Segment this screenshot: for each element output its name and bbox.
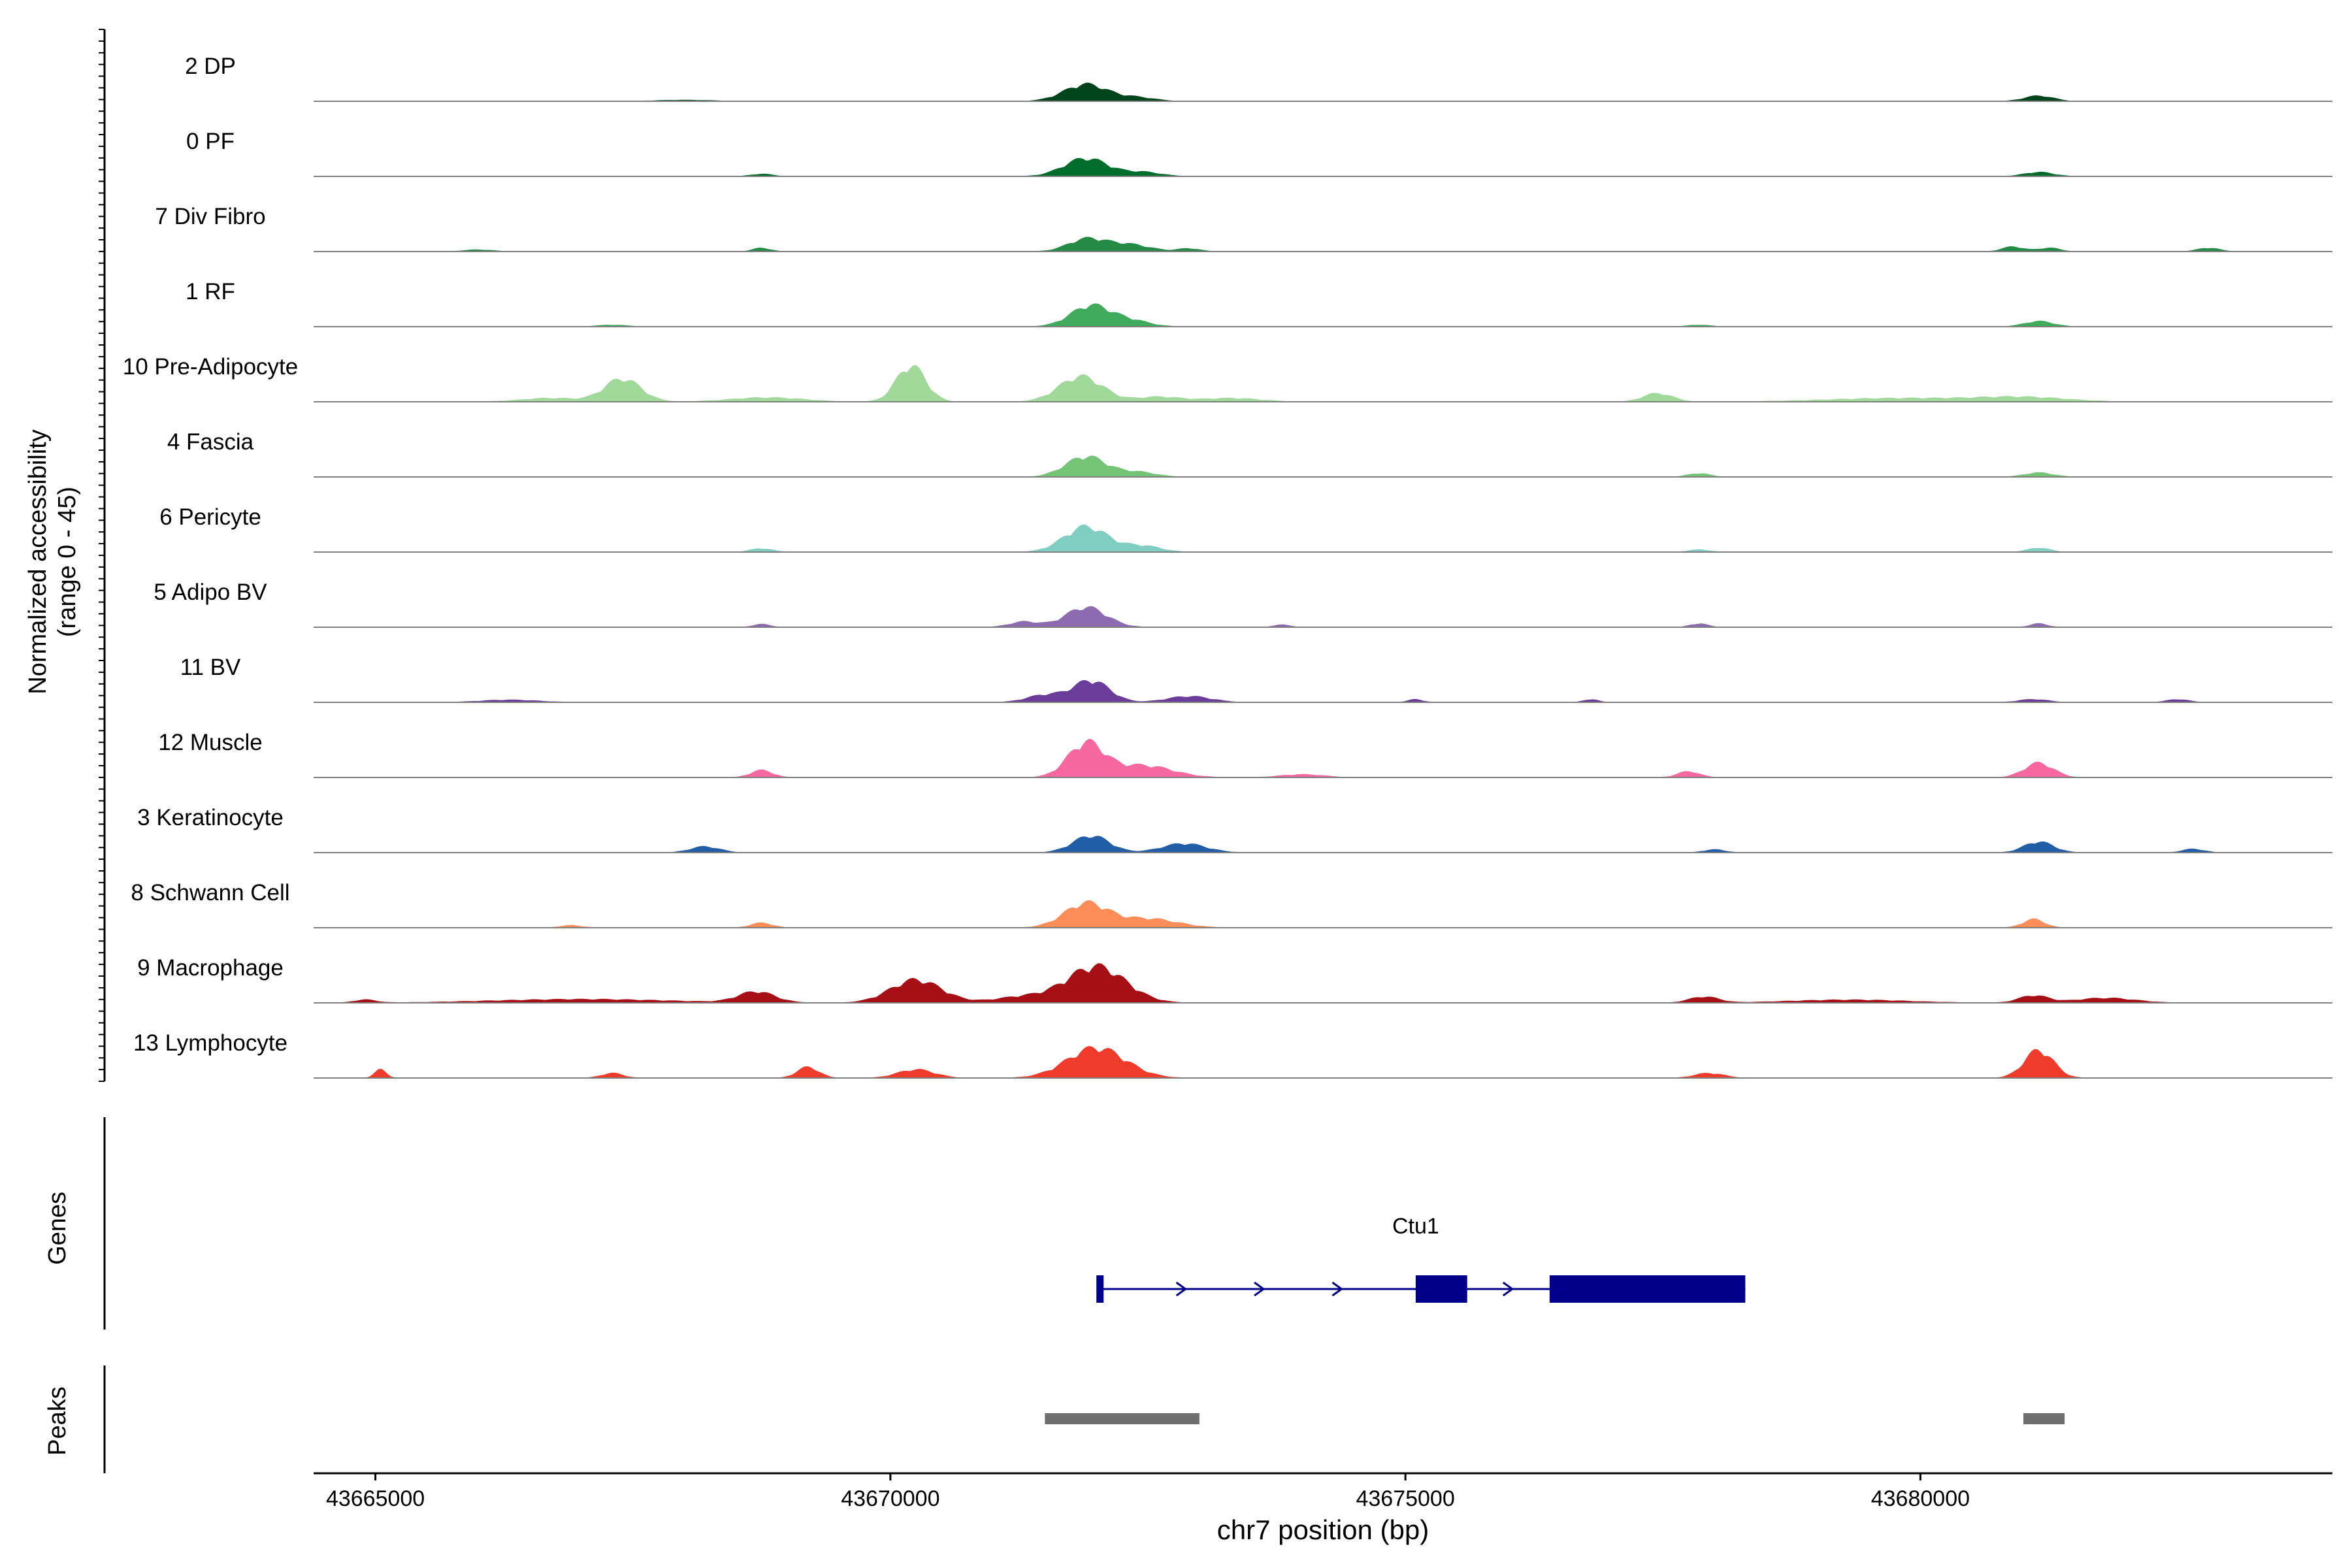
x-tick-label: 43680000 <box>1871 1486 1970 1511</box>
x-tick-label: 43670000 <box>841 1486 939 1511</box>
track-signal-area <box>314 524 2332 553</box>
track-signal-area <box>314 606 2332 628</box>
track-label: 11 BV <box>180 655 241 680</box>
track-signal-area <box>314 157 2332 177</box>
track-signal-area <box>314 82 2332 102</box>
track-5-adipo-bv: 5 Adipo BV <box>154 580 2332 628</box>
x-tick-label: 43665000 <box>326 1486 425 1511</box>
track-label: 0 PF <box>186 129 235 154</box>
track-label: 12 Muscle <box>158 730 263 755</box>
track-label: 3 Keratinocyte <box>137 805 284 830</box>
x-tick-label: 43675000 <box>1356 1486 1454 1511</box>
track-signal-area <box>314 679 2332 703</box>
gene-exon <box>1096 1275 1104 1303</box>
track-3-keratinocyte: 3 Keratinocyte <box>137 805 2332 853</box>
genes-panel-label: Genes <box>44 1192 71 1265</box>
track-12-muscle: 12 Muscle <box>158 730 2332 778</box>
track-2-dp: 2 DP <box>185 54 2332 102</box>
track-13-lymphocyte: 13 Lymphocyte <box>133 1030 2332 1079</box>
track-label: 9 Macrophage <box>137 955 284 981</box>
track-label: 1 RF <box>186 279 235 304</box>
track-8-schwann-cell: 8 Schwann Cell <box>131 880 2332 928</box>
track-11-bv: 11 BV <box>180 655 2332 703</box>
track-signal-area <box>314 237 2332 252</box>
gene-strand-arrow <box>1254 1281 1266 1297</box>
track-signal-area <box>314 455 2332 478</box>
track-signal-area <box>314 900 2332 928</box>
x-axis-label: chr7 position (bp) <box>1217 1514 1429 1545</box>
track-signal-area <box>314 365 2332 402</box>
gene-strand-arrow <box>1175 1281 1188 1297</box>
track-10-pre-adipocyte: 10 Pre-Adipocyte <box>123 354 2332 402</box>
y-axis-label-line1: Normalized accessibility <box>24 429 52 694</box>
track-signal-area <box>314 738 2332 778</box>
track-label: 6 Pericyte <box>159 504 261 530</box>
track-label: 8 Schwann Cell <box>131 880 289 906</box>
track-label: 2 DP <box>185 54 236 79</box>
x-axis: chr7 position (bp) 43665000 43670000 43675… <box>314 1472 2332 1545</box>
track-1-rf: 1 RF <box>186 279 2332 327</box>
track-7-div-fibro: 7 Div Fibro <box>155 204 2332 252</box>
peak-region <box>1045 1413 1200 1424</box>
gene-exon <box>1415 1275 1467 1303</box>
gene-strand-arrow <box>1502 1281 1514 1297</box>
track-label: 5 Adipo BV <box>154 580 267 605</box>
track-signal-area <box>314 303 2332 327</box>
peaks-panel-label: Peaks <box>44 1386 71 1456</box>
track-signal-area <box>314 963 2332 1004</box>
track-9-macrophage: 9 Macrophage <box>137 955 2332 1004</box>
gene-ctu1: Ctu1 <box>1096 1214 1746 1303</box>
track-label: 4 Fascia <box>167 429 254 455</box>
track-0-pf: 0 PF <box>186 129 2332 177</box>
y-axis-label-line2: (range 0 - 45) <box>54 487 81 637</box>
genes-panel: Genes Ctu1 <box>44 1117 1746 1330</box>
gene-strand-arrow <box>1331 1281 1344 1297</box>
track-label: 10 Pre-Adipocyte <box>123 354 298 380</box>
track-4-fascia: 4 Fascia <box>167 429 2332 478</box>
track-label: 7 Div Fibro <box>155 204 265 229</box>
track-signal-area <box>314 836 2332 853</box>
peak-region <box>2023 1413 2065 1424</box>
gene-exon <box>1549 1275 1746 1303</box>
track-label: 13 Lymphocyte <box>133 1030 287 1056</box>
track-6-pericyte: 6 Pericyte <box>159 504 2332 553</box>
gene-name-label: Ctu1 <box>1392 1214 1439 1239</box>
tracks-layer: 2 DP 0 PF 7 Div Fibro 1 RF 10 Pre-Adipocyte 4… <box>99 29 2332 1082</box>
y-axis-label: Normalized accessibility (range 0 - 45) <box>24 429 81 694</box>
peaks-panel: Peaks <box>44 1365 2065 1473</box>
track-signal-area <box>314 1045 2332 1079</box>
